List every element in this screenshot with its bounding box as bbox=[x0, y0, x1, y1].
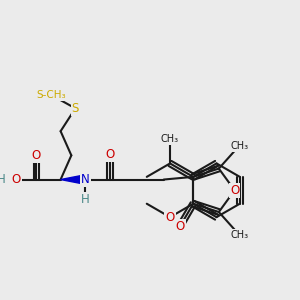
Polygon shape bbox=[61, 175, 85, 184]
Text: H: H bbox=[0, 173, 6, 186]
Text: H: H bbox=[81, 193, 90, 206]
Text: CH₃: CH₃ bbox=[230, 141, 248, 151]
Text: S: S bbox=[72, 102, 79, 115]
Text: O: O bbox=[230, 184, 239, 197]
Text: S-CH₃: S-CH₃ bbox=[36, 90, 66, 100]
Text: O: O bbox=[165, 211, 175, 224]
Text: O: O bbox=[175, 220, 184, 233]
Text: O: O bbox=[12, 173, 21, 186]
Text: N: N bbox=[81, 173, 90, 186]
Text: CH₃: CH₃ bbox=[161, 134, 179, 144]
Text: CH₃: CH₃ bbox=[230, 230, 248, 240]
Text: O: O bbox=[105, 148, 115, 160]
Text: O: O bbox=[32, 149, 41, 162]
